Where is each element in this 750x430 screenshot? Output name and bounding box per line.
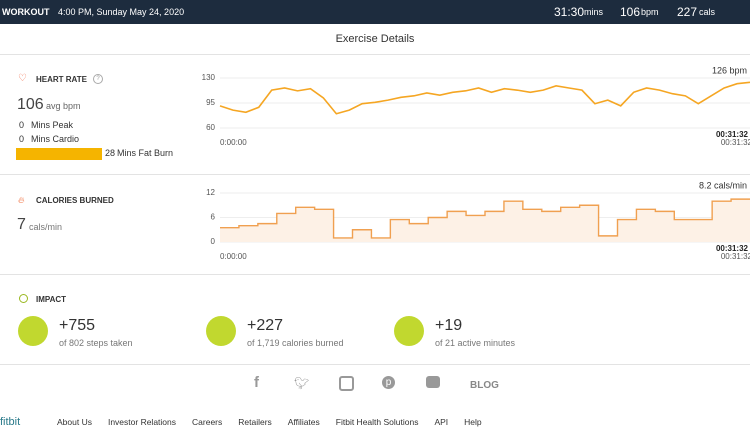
- facebook[interactable]: f: [254, 374, 259, 391]
- cal-average-unit: cals/min: [29, 222, 63, 232]
- calories-area: [220, 199, 750, 242]
- footer-link[interactable]: Help: [464, 417, 482, 427]
- header: WORKOUT 4:00 PM, Sunday May 24, 2020 31:…: [0, 0, 750, 24]
- heart-rate-line: [219, 81, 750, 115]
- heart-rate: 106: [620, 5, 641, 19]
- footer-link[interactable]: Investor Relations: [107, 417, 177, 427]
- youtube[interactable]: [426, 376, 440, 388]
- calories: 227: [677, 5, 698, 19]
- impact-icon: [394, 316, 424, 346]
- y-tick-label: 95: [206, 98, 215, 107]
- footer-link[interactable]: Careers: [192, 417, 223, 427]
- instagram[interactable]: [339, 376, 354, 391]
- footer-link[interactable]: Fitbit Health Solutions: [335, 417, 419, 427]
- impact-title: IMPACT: [36, 295, 67, 304]
- x-end-label: 00:31:32: [716, 244, 749, 253]
- divider: [0, 54, 750, 55]
- zone-label: Mins Peak: [31, 120, 74, 130]
- twitter[interactable]: 🐦︎: [294, 376, 310, 390]
- footer-link[interactable]: About Us: [57, 417, 92, 427]
- fitbit-logo[interactable]: fitbit: [0, 416, 21, 428]
- section-title: Exercise Details: [335, 33, 415, 45]
- impact-detail: of 21 active minutes: [435, 338, 516, 348]
- zone-label: Mins Fat Burn: [116, 148, 173, 158]
- divider: [0, 364, 750, 365]
- impact-value: +755: [59, 317, 96, 334]
- cal-average: 7: [17, 216, 26, 233]
- duration-unit: mins: [584, 7, 604, 17]
- x-end-label: 00:31:32: [716, 130, 749, 139]
- impact-icon: [19, 294, 28, 303]
- y-tick-label: 60: [206, 123, 215, 132]
- x-start-label: 0:00:00: [220, 252, 247, 261]
- hr-title: HEART RATE: [36, 75, 87, 84]
- cal-title: CALORIES BURNED: [36, 196, 114, 205]
- zone-bar: [16, 148, 102, 160]
- annotation: 8.2 cals/min: [699, 180, 747, 190]
- x-end-label: 00:31:32: [721, 138, 750, 147]
- flame-icon: 🔥︎: [18, 195, 25, 205]
- y-tick-label: 130: [202, 73, 216, 82]
- help[interactable]: ?: [93, 74, 103, 84]
- zone-minutes: 0: [19, 134, 25, 144]
- x-end-label: 00:31:32: [721, 252, 750, 261]
- footer-link[interactable]: API: [434, 417, 449, 427]
- heart-rate-unit: bpm: [641, 7, 659, 17]
- y-tick-label: 12: [206, 188, 215, 197]
- footer-link[interactable]: Affiliates: [287, 417, 320, 427]
- hr-average-unit: avg bpm: [46, 101, 81, 111]
- impact-detail: of 1,719 calories burned: [247, 338, 344, 348]
- impact-detail: of 802 steps taken: [59, 338, 133, 348]
- hr-average: 106: [17, 96, 44, 113]
- impact-icon: [206, 316, 236, 346]
- x-start-label: 0:00:00: [220, 138, 247, 147]
- impact-icon: [18, 316, 48, 346]
- zone-minutes: 0: [19, 120, 25, 130]
- impact-value: +227: [247, 317, 284, 334]
- y-tick-label: 6: [211, 213, 216, 222]
- pinterest[interactable]: p: [382, 376, 395, 389]
- heart-icon: ♡: [18, 73, 27, 84]
- header-title: WORKOUT: [2, 7, 50, 17]
- annotation: 126 bpm: [712, 65, 747, 75]
- footer-link[interactable]: Retailers: [238, 417, 272, 427]
- header-datetime: 4:00 PM, Sunday May 24, 2020: [58, 7, 185, 17]
- blog-link[interactable]: BLOG: [470, 380, 499, 391]
- y-tick-label: 0: [211, 237, 216, 246]
- zone-minutes: 28: [104, 148, 115, 158]
- calories-line: [220, 198, 750, 239]
- divider: [0, 174, 750, 175]
- calories-unit: cals: [699, 7, 716, 17]
- duration: 31:30: [554, 5, 585, 19]
- impact-value: +19: [435, 317, 463, 334]
- zone-label: Mins Cardio: [31, 134, 80, 144]
- divider: [0, 274, 750, 275]
